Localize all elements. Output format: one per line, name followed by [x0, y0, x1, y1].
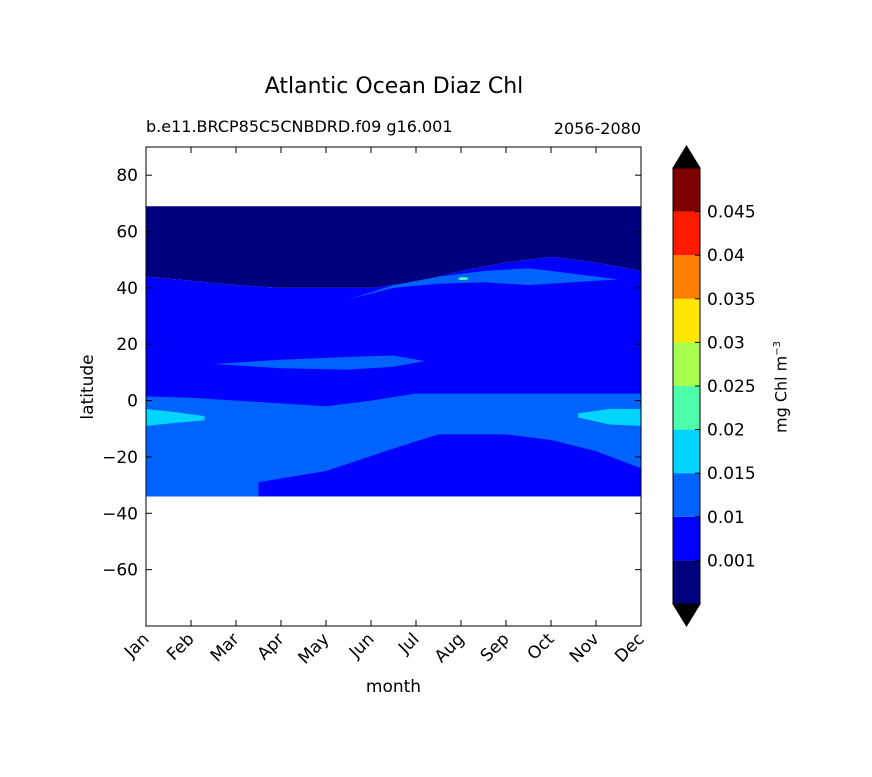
chart-subtitle-run: b.e11.BRCP85C5CNBDRD.f09 g16.001: [146, 117, 453, 136]
colorbar-segment-7: [673, 255, 700, 299]
colorbar-label: mg Chl m−3: [772, 341, 791, 433]
chart-title: Atlantic Ocean Diaz Chl: [264, 74, 524, 99]
x-tick-label-6: Jul: [394, 629, 423, 658]
colorbar-tick-label-0: 0.001: [707, 551, 756, 571]
colorbar-segment-8: [673, 211, 700, 256]
colorbar-tick-label-6: 0.035: [707, 290, 756, 310]
colorbar-segment-0: [673, 560, 700, 604]
contour-region-5: [213, 355, 425, 370]
colorbar-label-exponent: −3: [772, 340, 784, 356]
contour-region-4: [348, 268, 619, 300]
colorbar-tick-label-5: 0.03: [707, 333, 745, 353]
contour-region-7: [578, 409, 641, 426]
contour-speck: [458, 277, 469, 281]
x-tick-label-2: Mar: [207, 629, 244, 666]
contour-region-3: [258, 434, 641, 497]
colorbar-extend-top: [672, 145, 701, 169]
colorbar-segment-5: [673, 342, 700, 386]
colorbar-segment-3: [673, 429, 700, 474]
y-tick-label-7: −60: [102, 561, 138, 581]
colorbar-label-main: mg Chl m: [771, 355, 791, 434]
plot-frame: [145, 146, 642, 627]
x-tick-label-11: Dec: [611, 629, 648, 666]
colorbar-tick-label-7: 0.04: [707, 246, 745, 266]
colorbar-segment-4: [673, 386, 700, 430]
colorbar-extend-bottom: [672, 603, 701, 627]
contour-region-6: [146, 409, 205, 426]
colorbar-segment-2: [673, 473, 700, 517]
x-tick-label-4: May: [295, 629, 334, 668]
colorbar-segment-1: [673, 516, 700, 561]
colorbar-tick-label-8: 0.045: [707, 203, 756, 223]
colorbar-tick-label-2: 0.015: [707, 464, 756, 484]
x-tick-label-10: Nov: [566, 629, 604, 667]
y-tick-label-1: 60: [116, 223, 138, 243]
x-tick-label-7: Aug: [431, 629, 469, 667]
y-tick-label-3: 20: [116, 335, 138, 355]
chart-subtitle-years: 2056-2080: [553, 119, 641, 138]
colorbar-tick-label-1: 0.01: [707, 508, 745, 528]
y-tick-label-0: 80: [116, 166, 138, 186]
y-tick-label-4: 0: [127, 392, 138, 412]
contour-region-1: [146, 206, 641, 288]
x-tick-label-8: Sep: [477, 629, 514, 666]
y-tick-label-6: −40: [102, 504, 138, 524]
x-tick-label-1: Feb: [163, 629, 198, 664]
colorbar-segment-9: [673, 168, 700, 212]
y-axis-label: latitude: [78, 354, 98, 420]
y-tick-label-2: 40: [116, 279, 138, 299]
x-tick-label-3: Apr: [254, 629, 289, 664]
x-axis-label: month: [365, 677, 422, 697]
colorbar-tick-label-3: 0.02: [707, 421, 745, 441]
colorbar-segment-6: [673, 298, 700, 343]
x-tick-label-9: Oct: [524, 629, 559, 664]
colorbar-tick-label-4: 0.025: [707, 377, 756, 397]
x-tick-label-5: Jun: [345, 629, 379, 663]
x-tick-label-0: Jan: [120, 629, 153, 662]
y-tick-label-5: −20: [102, 448, 138, 468]
